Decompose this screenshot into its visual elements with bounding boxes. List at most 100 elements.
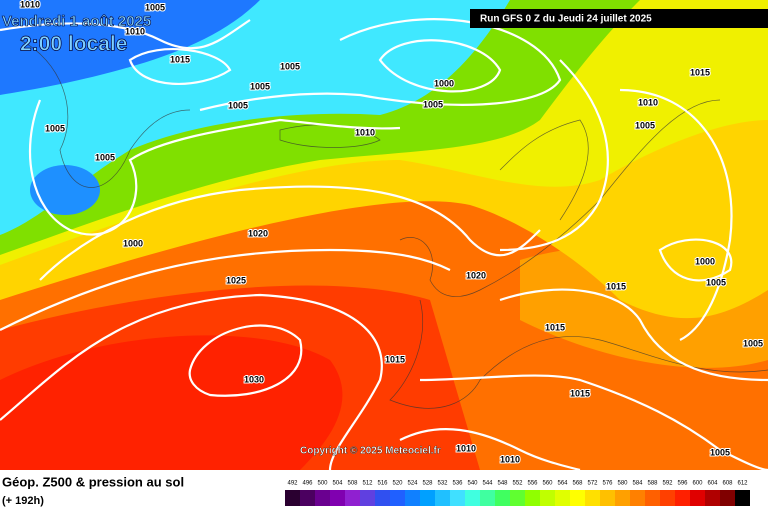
- colorbar-label: 500: [317, 481, 328, 487]
- colorbar-label: 548: [497, 481, 508, 487]
- isobar-label: 1005: [706, 277, 726, 287]
- footer-title: Géop. Z500 & pression au sol: [2, 474, 184, 489]
- isobar-labels: 1010 1010 1005 1015 1005 1005 1005 1000 1005 1010…: [19, 0, 764, 465]
- isobar: [419, 374, 768, 472]
- colorbar-label: 540: [467, 481, 478, 487]
- field-blue-low: [30, 165, 100, 215]
- colorbar-label: 584: [632, 481, 643, 487]
- isobar: [399, 428, 581, 472]
- isobar-label: 1020: [248, 228, 268, 238]
- colorbar-swatch: [720, 490, 735, 506]
- isobar-label: 1005: [250, 81, 270, 91]
- colorbar-swatch: [675, 490, 690, 506]
- isobar: [619, 88, 733, 341]
- isobar-label: 1010: [456, 443, 476, 453]
- isobar: [658, 238, 733, 282]
- colorbar-swatch: [585, 490, 600, 506]
- isobar-label: 1005: [45, 123, 65, 133]
- isobar: [28, 99, 401, 236]
- colorbar-label: 588: [647, 481, 658, 487]
- isobar-label: 1030: [244, 374, 264, 384]
- colorbar-swatch: [375, 490, 390, 506]
- colorbar-label: 492: [287, 481, 298, 487]
- colorbar-label: 524: [407, 481, 418, 487]
- colorbar-label: 556: [527, 481, 538, 487]
- colorbar-swatch: [285, 490, 300, 506]
- colorbar-label: 508: [347, 481, 358, 487]
- isobar-label: 1015: [545, 322, 565, 332]
- isobar-label: 1010: [125, 26, 145, 36]
- isobar: [499, 288, 768, 382]
- isobar-label: 1005: [635, 120, 655, 130]
- coastline: [19, 39, 191, 188]
- map-time: 2:00 locale: [20, 33, 127, 56]
- isobar: [0, 293, 383, 471]
- coastline: [499, 119, 589, 221]
- colorbar-swatch: [570, 490, 585, 506]
- isobar: [0, 19, 251, 50]
- isobar-label: 1005: [95, 152, 115, 162]
- colorbar-label: 576: [602, 481, 613, 487]
- colorbar-swatch: [450, 490, 465, 506]
- colorbar-label: 612: [737, 481, 748, 487]
- isobar-label: 1010: [638, 97, 658, 107]
- isobar-label: 1005: [280, 61, 300, 71]
- colorbar-swatch: [360, 490, 375, 506]
- colorbar-label: 568: [572, 481, 583, 487]
- colorbar-swatch: [390, 490, 405, 506]
- colorbar-swatch: [660, 490, 675, 506]
- colorbar-swatch: [540, 490, 555, 506]
- colorbar-label: 496: [302, 481, 313, 487]
- colorbar-label: 512: [362, 481, 373, 487]
- colorbar-label: 532: [437, 481, 448, 487]
- colorbar-swatch: [735, 490, 750, 506]
- field-deep-red: [0, 335, 343, 470]
- isobar-label: 1010: [500, 454, 520, 464]
- colorbar-swatch: [630, 490, 645, 506]
- colorbar-swatch: [480, 490, 495, 506]
- colorbar-label: 600: [692, 481, 703, 487]
- isobar: [0, 248, 451, 331]
- run-info: Run GFS 0 Z du Jeudi 24 juillet 2025: [480, 14, 652, 25]
- colorbar-label: 552: [512, 481, 523, 487]
- isobar-label: 1005: [743, 338, 763, 348]
- colorbar-label: 596: [677, 481, 688, 487]
- copyright: Copyright © 2025 Meteociel.fr: [300, 446, 441, 457]
- isobar: [39, 185, 541, 281]
- isobar: [188, 324, 303, 397]
- colorbar-swatch: [510, 490, 525, 506]
- isobar: [378, 39, 502, 93]
- colorbar-label: 536: [452, 481, 463, 487]
- colorbar-swatch: [555, 490, 570, 506]
- colorbar-label: 504: [332, 481, 343, 487]
- coastline: [389, 299, 768, 409]
- isobar: [199, 18, 562, 112]
- isobar-label: 1000: [123, 238, 143, 248]
- map-date: Vendredi 1 août 2025: [2, 13, 151, 30]
- colorbar-swatch: [300, 490, 315, 506]
- colorbar-swatch: [645, 490, 660, 506]
- isobar-label: 1005: [145, 2, 165, 12]
- isobar-label: 1015: [690, 67, 710, 77]
- colorbar-swatch: [525, 490, 540, 506]
- colorbar-swatch: [690, 490, 705, 506]
- colorbar-label: 592: [662, 481, 673, 487]
- isobar-label: 1025: [226, 275, 246, 285]
- colorbar-label: 516: [377, 481, 388, 487]
- isobar-label: 1005: [423, 99, 443, 109]
- isobar-label: 1015: [606, 281, 626, 291]
- colorbar-swatch: [330, 490, 345, 506]
- footer-lead: (+ 192h): [2, 495, 44, 507]
- colorbar-swatch: [315, 490, 330, 506]
- colorbar-label: 604: [707, 481, 718, 487]
- colorbar-label: 520: [392, 481, 403, 487]
- colorbar-label: 564: [557, 481, 568, 487]
- isobar-label: 1000: [695, 256, 715, 266]
- isobar-label: 1015: [570, 388, 590, 398]
- isobar: [499, 59, 609, 252]
- isobar-label: 1015: [385, 354, 405, 364]
- colorbar-swatch: [420, 490, 435, 506]
- isobar-label: 1010: [20, 0, 40, 9]
- colorbar: 492 496 500 504 508 512 516 520 524 528 532 536 540 5…: [285, 481, 750, 506]
- colorbar-label: 528: [422, 481, 433, 487]
